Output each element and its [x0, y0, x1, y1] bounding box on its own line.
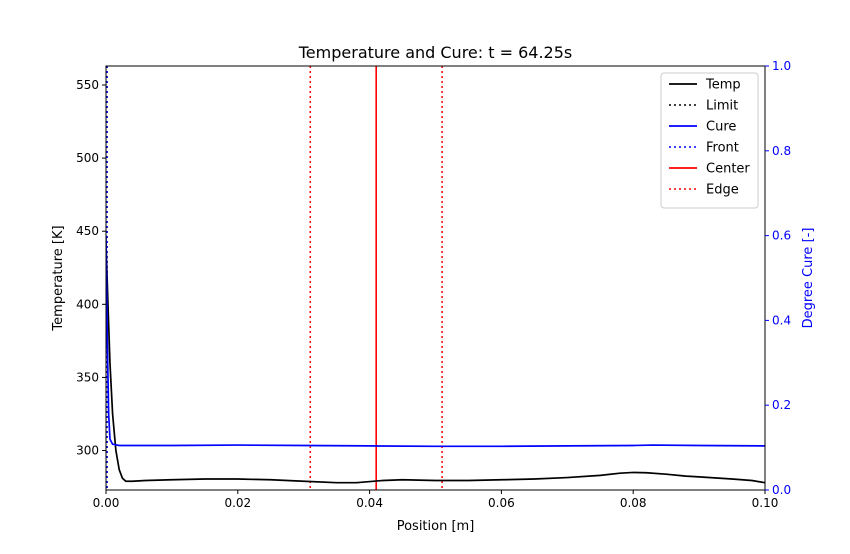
y2-tick-label: 0.2: [772, 398, 791, 412]
legend-label-front: Front: [706, 141, 739, 156]
legend-label-temp: Temp: [705, 78, 741, 93]
x-tick-label: 0.06: [488, 496, 515, 510]
legend-box: [660, 72, 759, 209]
plot-area: [106, 66, 765, 490]
axes: 0.00 0.02 0.04 0.06 0.08 0.10 300 350 400 450 500 5…: [76, 59, 791, 510]
x-tick-label: 0.00: [93, 496, 120, 510]
series-line-temp: [106, 242, 765, 484]
y-tick-label: 400: [76, 297, 99, 311]
x-tick-label: 0.04: [356, 496, 383, 510]
legend: Temp Limit Cure Front Center Edge: [660, 72, 759, 209]
legend-label-center: Center: [706, 162, 750, 177]
y-tick-label: 550: [76, 78, 99, 92]
y2-tick-label: 0.4: [772, 313, 791, 327]
x-tick-label: 0.10: [752, 496, 779, 510]
plot-clip-group: [106, 66, 765, 490]
legend-label-cure: Cure: [706, 120, 736, 135]
series-line-cure: [106, 235, 765, 448]
x-axis-label: Position [m]: [397, 519, 475, 534]
y-tick-label: 500: [76, 151, 99, 165]
y2-tick-label: 1.0: [772, 59, 791, 73]
chart-title: Temperature and Cure: t = 64.25s: [298, 43, 572, 62]
y2-tick-label: 0.6: [772, 229, 791, 243]
x-tick-label: 0.08: [620, 496, 647, 510]
legend-label-limit: Limit: [706, 99, 738, 114]
y2-tick-label: 0.0: [772, 483, 791, 497]
y-axis-label: Temperature [K]: [51, 225, 66, 331]
plot-frame: [105, 65, 766, 491]
legend-label-edge: Edge: [706, 183, 739, 198]
y-tick-label: 300: [76, 444, 99, 458]
y2-axis-label: Degree Cure [-]: [801, 228, 816, 329]
y2-tick-label: 0.8: [772, 144, 791, 158]
y-tick-label: 450: [76, 224, 99, 238]
x-tick-label: 0.02: [224, 496, 251, 510]
y-tick-label: 350: [76, 370, 99, 384]
